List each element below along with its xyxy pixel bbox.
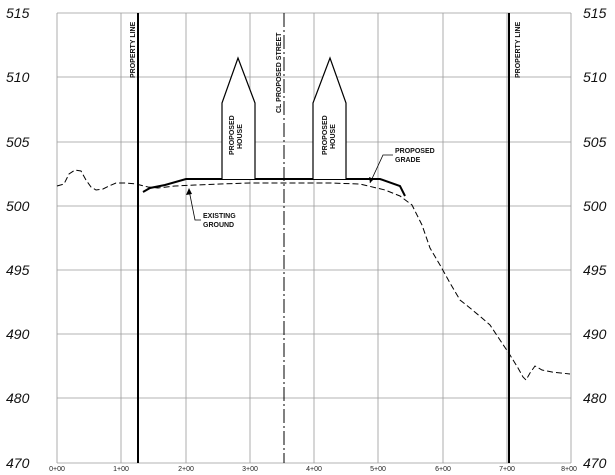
station-label: 2+00: [178, 466, 194, 473]
elevation-label: 490: [6, 326, 30, 342]
existing-ground-leader: [188, 189, 201, 221]
station-label: 0+00: [49, 466, 65, 473]
elevation-label: 505: [583, 134, 607, 150]
house-label-right-line2: HOUSE: [330, 124, 337, 149]
grid: [56, 12, 572, 464]
elevation-axis-right: 515 510 505 500 495 490 480 470: [583, 5, 607, 471]
existing-ground-line: [56, 169, 571, 381]
elevation-label: 495: [6, 262, 30, 278]
station-axis: 0+00 1+00 2+00 3+00 4+00 5+00 6+00 7+00 …: [49, 466, 577, 473]
existing-ground-label-line2: GROUND: [203, 222, 234, 229]
property-line-label-left: PROPERTY LINE: [130, 21, 137, 78]
proposed-grade-label-line1: PROPOSED: [395, 148, 435, 155]
house-label-left-line1: PROPOSED: [229, 115, 236, 155]
house-label-left-line2: HOUSE: [237, 124, 244, 149]
elevation-axis-left: 515 510 505 500 495 490 480 470: [6, 5, 30, 471]
station-label: 7+00: [499, 466, 515, 473]
elevation-label: 510: [583, 69, 607, 85]
elevation-label: 515: [6, 5, 30, 21]
elevation-label: 495: [583, 262, 607, 278]
station-label: 8+00: [561, 466, 577, 473]
proposed-grade-arrow: [369, 177, 374, 183]
elevation-label: 470: [6, 455, 30, 471]
elevation-label: 500: [583, 198, 607, 214]
house-label-right-line1: PROPOSED: [322, 115, 329, 155]
elevation-label: 500: [6, 198, 30, 214]
elevation-label: 470: [583, 455, 607, 471]
proposed-grade-leader: [369, 154, 393, 184]
proposed-house-right: [312, 56, 347, 179]
station-label: 5+00: [370, 466, 386, 473]
elevation-label: 515: [583, 5, 607, 21]
elevation-label: 490: [583, 326, 607, 342]
property-line-label-right: PROPERTY LINE: [515, 21, 522, 78]
station-label: 3+00: [242, 466, 258, 473]
existing-ground-label-line1: EXISTING: [203, 213, 236, 220]
proposed-grade-label-line2: GRADE: [395, 157, 421, 164]
proposed-house-left: [221, 56, 256, 179]
elevation-label: 480: [583, 390, 607, 406]
proposed-grade-line: [142, 178, 406, 197]
existing-ground-arrow: [186, 188, 192, 195]
elevation-label: 510: [6, 69, 30, 85]
station-label: 1+00: [113, 466, 129, 473]
elevation-label: 480: [6, 390, 30, 406]
centerline-label: CL PROPOSED STREET: [276, 32, 283, 113]
station-label: 6+00: [435, 466, 451, 473]
station-label: 4+00: [306, 466, 322, 473]
elevation-label: 505: [6, 134, 30, 150]
